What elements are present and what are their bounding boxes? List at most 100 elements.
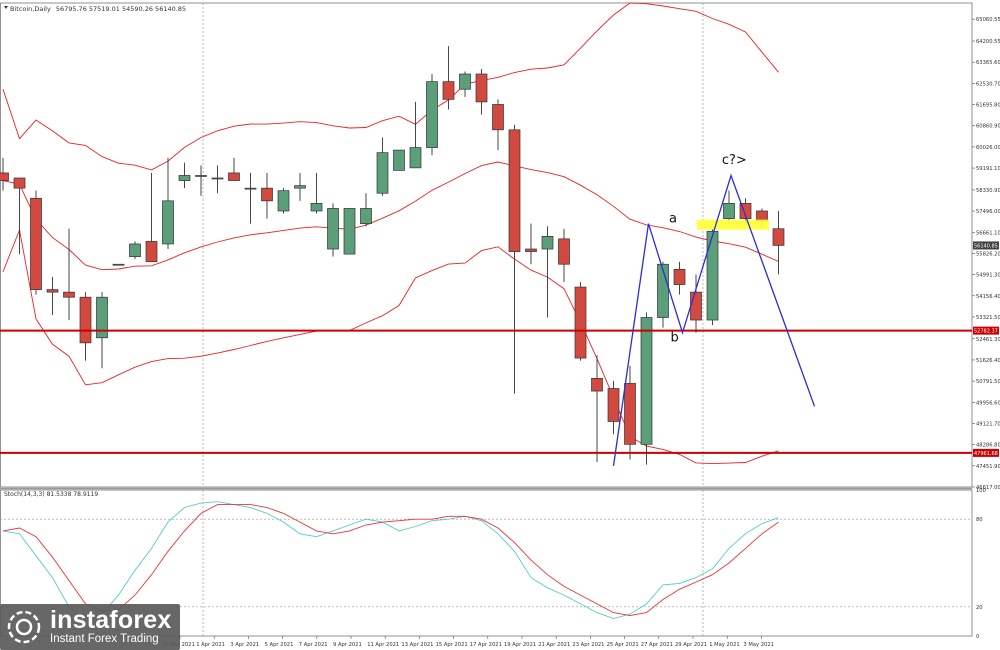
candle-body — [13, 177, 26, 189]
candle-body — [756, 210, 768, 222]
candle — [607, 380, 620, 435]
candle-body — [772, 228, 785, 246]
candle-body — [376, 152, 389, 194]
price-tick-label: 49956.60 — [976, 400, 1000, 406]
candle-body — [244, 187, 257, 190]
candle-body — [558, 238, 570, 265]
candle-body — [228, 172, 240, 181]
candle — [772, 210, 785, 275]
stochastic-panel: 100 80 20 0 — [0, 488, 986, 640]
upper-band — [2, 2, 779, 171]
candle — [63, 228, 75, 321]
price-tick-label: 49121.70 — [976, 421, 1000, 427]
candle-body — [261, 187, 273, 202]
watermark-brand: instaforex — [50, 606, 172, 635]
candle-body — [96, 296, 108, 339]
candle — [525, 223, 537, 265]
time-tick-label: 15 Apr 2021 — [436, 642, 468, 648]
candle — [178, 162, 191, 189]
time-tick-label: 29 Apr 2021 — [675, 642, 707, 648]
candle-body — [525, 248, 537, 252]
candle — [723, 190, 735, 224]
candle — [79, 292, 92, 361]
candle — [706, 228, 719, 326]
candle-body — [690, 291, 702, 321]
candle-body — [607, 388, 620, 422]
candle-body — [211, 177, 224, 180]
price-tick-label: 61695.80 — [976, 103, 1000, 109]
price-tick-label: 50791.50 — [976, 379, 1000, 385]
candle — [376, 137, 389, 196]
candle — [294, 172, 306, 201]
main-frame — [0, 2, 973, 488]
candle — [492, 99, 504, 151]
time-tick-label: 17 Apr 2021 — [470, 642, 502, 648]
candle-body — [624, 383, 636, 445]
candle-body — [0, 172, 9, 181]
candle-body — [409, 147, 422, 169]
wave-overlay: a b c?> — [612, 153, 816, 466]
candle-body — [723, 203, 735, 219]
candle — [442, 46, 455, 110]
candle-body — [541, 235, 554, 250]
price-tick-label: 48286.80 — [976, 443, 1000, 449]
candle — [145, 172, 158, 263]
candle — [211, 165, 224, 194]
candle-body — [475, 73, 488, 103]
stoch-tick-label: 20 — [976, 605, 983, 611]
candle — [541, 226, 554, 318]
candle-body — [79, 296, 92, 344]
candle-body — [673, 268, 686, 285]
candle — [739, 198, 752, 224]
watermark-tagline: Instant Forex Trading — [50, 633, 159, 646]
time-tick-label: 7 Apr 2021 — [299, 642, 328, 648]
price-tick-label: 54156.40 — [976, 294, 1000, 300]
symbol-label: Bitcoin,Daily — [10, 5, 51, 13]
wave-label: a — [669, 211, 677, 226]
price-tick-label: 55826.20 — [976, 251, 1000, 257]
candle-body — [459, 73, 471, 90]
price-tick-label: 65060.55 — [976, 17, 1000, 23]
watermark: instaforex Instant Forex Trading — [0, 604, 180, 650]
candle-body — [574, 286, 587, 359]
price-tick-label: 57496.00 — [976, 209, 1000, 215]
level-price-label: 52782.37 — [974, 329, 998, 335]
candles — [0, 46, 785, 465]
candle-body — [327, 208, 339, 250]
candle — [244, 172, 257, 224]
time-tick-label: 3 May 2021 — [743, 642, 774, 648]
lower-band — [2, 228, 779, 465]
time-tick-label: 9 Apr 2021 — [333, 642, 362, 648]
candle — [129, 241, 141, 260]
candle-body — [393, 149, 405, 171]
candle-body — [310, 203, 323, 212]
candle-body — [46, 289, 59, 293]
instaforex-logo-icon — [6, 609, 42, 645]
candle — [261, 172, 273, 219]
candle — [558, 228, 570, 282]
candle — [508, 124, 521, 394]
candle — [574, 281, 587, 361]
candle — [310, 172, 323, 214]
menu-triangle-icon[interactable] — [4, 6, 8, 9]
candle — [459, 71, 471, 97]
wave-label: b — [671, 331, 679, 346]
stoch-tick-label: 0 — [976, 634, 979, 640]
price-tick-label: 58330.90 — [976, 188, 1000, 194]
candle — [228, 157, 240, 181]
price-levels: 52782.37 47961.68 56140.85 — [0, 241, 999, 457]
candle — [640, 312, 653, 465]
stoch-d-line — [2, 504, 779, 617]
stoch-frame — [0, 489, 973, 637]
candle-body — [162, 200, 174, 245]
stoch-label: Stoch(14,3,3) 81.5338 78.9119 — [4, 491, 98, 498]
candle — [46, 276, 59, 315]
price-tick-label: 52461.30 — [976, 337, 1000, 343]
candle-body — [145, 241, 158, 263]
candle — [591, 355, 603, 463]
price-tick-label: 56661.10 — [976, 230, 1000, 236]
price-tick-label: 60860.90 — [976, 124, 1000, 130]
candle-body — [640, 317, 653, 445]
candle — [0, 157, 9, 191]
candle — [343, 208, 356, 255]
